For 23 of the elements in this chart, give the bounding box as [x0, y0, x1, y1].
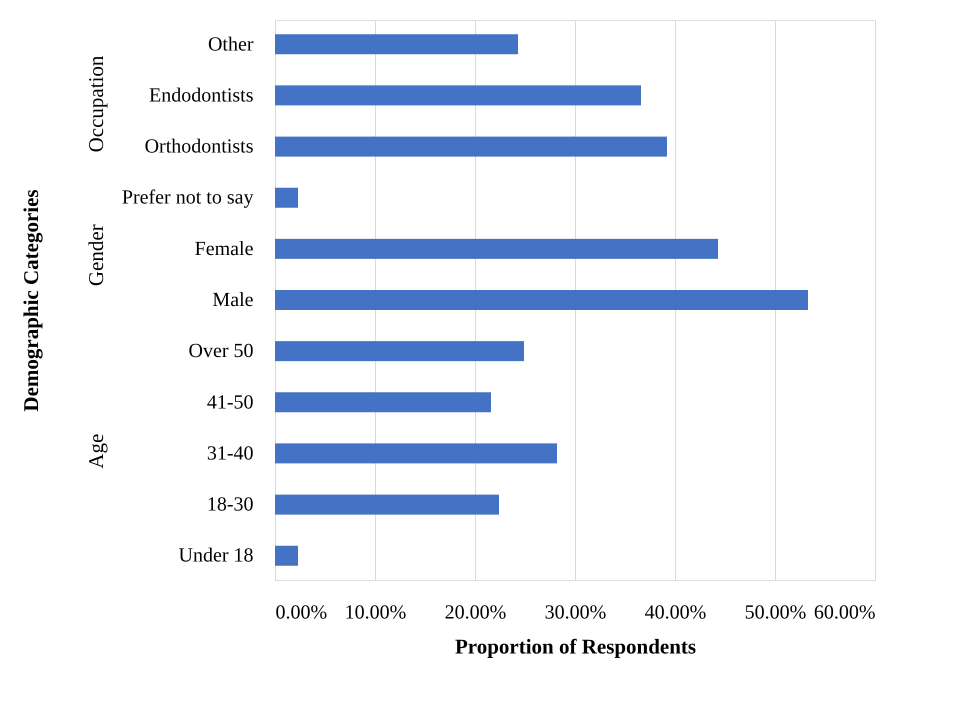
x-axis-title: Proportion of Respondents — [454, 634, 696, 658]
y-tick-label: Male — [212, 289, 254, 311]
x-tick-label: 0.00% — [276, 602, 328, 624]
y-tick-label: Other — [208, 33, 254, 56]
y-tick-label: Over 50 — [188, 340, 254, 362]
x-tick-label: 10.00% — [344, 602, 406, 624]
x-tick-label: 40.00% — [644, 602, 706, 624]
y-tick-label: 41-50 — [206, 391, 254, 414]
text: Gender — [84, 224, 108, 286]
text: Occupation — [84, 55, 108, 152]
y-tick-label: 18-30 — [206, 494, 254, 516]
y-tick-label: Under 18 — [178, 544, 254, 567]
x-tick-label: 50.00% — [744, 602, 806, 624]
y-axis-title: Demographic Categories — [18, 189, 43, 412]
y-tick-label: Endodontists — [149, 84, 254, 106]
y-tick-label: Orthodontists — [144, 136, 254, 158]
text: Age — [84, 434, 108, 469]
y-tick-label: Female — [194, 238, 254, 260]
y-tick-label: Prefer not to say — [122, 186, 254, 209]
x-tick-label: 20.00% — [444, 602, 506, 624]
y-tick-label: 31-40 — [206, 442, 254, 464]
x-tick-label: 60.00% — [814, 602, 876, 624]
x-tick-label: 30.00% — [544, 602, 606, 624]
